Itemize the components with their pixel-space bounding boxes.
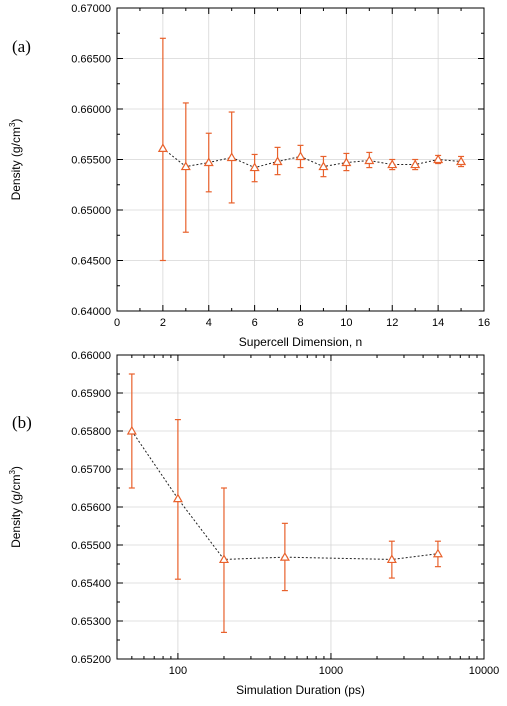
- y-tick-label: 0.65000: [71, 205, 111, 217]
- y-tick-label: 0.64500: [71, 256, 111, 268]
- data-point-marker: [364, 155, 375, 165]
- x-tick-label: 10000: [469, 665, 500, 677]
- x-tick-label: 14: [432, 317, 444, 329]
- data-point-marker: [126, 425, 137, 435]
- x-tick-label: 4: [206, 317, 212, 329]
- panel-label-b: (b): [12, 413, 32, 432]
- y-tick-label: 0.65800: [71, 426, 111, 438]
- data-point-marker: [386, 554, 397, 564]
- data-point-marker: [157, 143, 168, 152]
- data-point-marker: [172, 493, 183, 503]
- y-axis-label-a-sup: 3: [8, 122, 17, 127]
- y-tick-label: 0.66000: [71, 350, 111, 362]
- data-point-marker: [272, 156, 283, 166]
- y-tick-label: 0.67000: [71, 3, 111, 15]
- ticks-a: 0.64000 0.64500 0.65000 0.65500 0.66000 0.665…: [71, 3, 490, 329]
- x-tick-label: 10: [340, 317, 352, 329]
- y-tick-label: 0.65400: [71, 578, 111, 590]
- data-point-marker: [387, 159, 398, 169]
- data-point-marker: [410, 159, 421, 169]
- x-tick-label: 2: [160, 317, 166, 329]
- data-point-marker: [456, 156, 467, 166]
- series-b: [126, 373, 443, 634]
- x-axis-label-a: Supercell Dimension, n: [239, 335, 362, 349]
- data-point-marker: [295, 151, 306, 161]
- y-axis-label-a-close: ): [9, 119, 23, 123]
- y-tick-label: 0.65500: [71, 155, 111, 167]
- data-point-marker: [226, 152, 237, 162]
- x-tick-label: 1000: [319, 665, 343, 677]
- series-line: [131, 430, 438, 560]
- y-tick-label: 0.65300: [71, 616, 111, 628]
- series-line: [162, 147, 462, 169]
- y-axis-label-b-close: ): [9, 466, 23, 470]
- y-axis-label-a: Density (g/cm3): [8, 119, 23, 201]
- y-axis-label-b-main: Density (g/cm: [9, 475, 23, 548]
- data-point-marker: [279, 551, 290, 561]
- y-tick-label: 0.66000: [71, 104, 111, 116]
- panel-label-a: (a): [12, 37, 31, 56]
- ticks-b: 0.65200 0.65300 0.65400 0.65500 0.65600 0.657…: [71, 350, 499, 677]
- x-tick-label: 12: [386, 317, 398, 329]
- x-tick-label: 6: [252, 317, 258, 329]
- y-tick-label: 0.65700: [71, 464, 111, 476]
- data-point-marker: [433, 154, 444, 164]
- series-a: [157, 37, 467, 262]
- y-tick-label: 0.65500: [71, 540, 111, 552]
- y-tick-label: 0.66500: [71, 54, 111, 66]
- x-tick-label: 100: [169, 665, 187, 677]
- y-tick-label: 0.65200: [71, 654, 111, 666]
- panel-b: 0.65200 0.65300 0.65400 0.65500 0.65600 0.657…: [8, 350, 499, 697]
- x-tick-label: 8: [297, 317, 303, 329]
- data-point-marker: [249, 162, 260, 172]
- y-axis-label-b-sup: 3: [8, 470, 17, 475]
- data-point-marker: [318, 161, 329, 171]
- data-point-marker: [180, 161, 191, 171]
- panel-a: 0.64000 0.64500 0.65000 0.65500 0.66000 0.665…: [8, 3, 490, 349]
- data-point-marker: [432, 548, 443, 558]
- data-point-marker: [218, 554, 230, 564]
- grid-b: [117, 354, 485, 660]
- data-point-marker: [341, 157, 352, 167]
- y-tick-label: 0.65600: [71, 502, 111, 514]
- y-tick-label: 0.64000: [71, 306, 111, 318]
- y-axis-label-a-main: Density (g/cm: [9, 127, 23, 200]
- x-tick-label: 0: [114, 317, 120, 329]
- x-tick-label: 16: [478, 317, 490, 329]
- y-tick-label: 0.65900: [71, 388, 111, 400]
- x-axis-label-b: Simulation Duration (ps): [236, 683, 365, 697]
- data-point-marker: [203, 157, 214, 167]
- y-axis-label-b: Density (g/cm3): [8, 466, 23, 548]
